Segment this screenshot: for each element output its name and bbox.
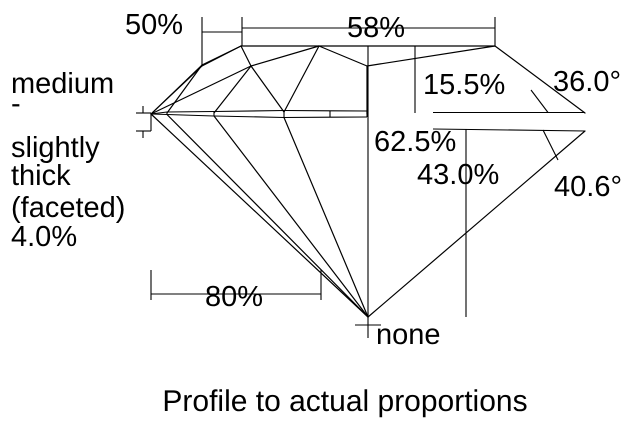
svg-text:thick: thick xyxy=(11,160,71,192)
svg-text:-: - xyxy=(11,88,21,120)
svg-text:(faceted): (faceted) xyxy=(11,192,125,224)
svg-text:36.0°: 36.0° xyxy=(553,66,621,98)
svg-text:40.6°: 40.6° xyxy=(554,171,622,203)
svg-text:43.0%: 43.0% xyxy=(417,159,499,191)
svg-text:4.0%: 4.0% xyxy=(11,221,77,253)
svg-text:62.5%: 62.5% xyxy=(374,126,456,158)
svg-text:58%: 58% xyxy=(347,12,405,44)
svg-text:15.5%: 15.5% xyxy=(423,69,505,101)
svg-text:80%: 80% xyxy=(205,281,263,313)
svg-text:Profile to actual proportions: Profile to actual proportions xyxy=(162,385,527,418)
svg-text:medium: medium xyxy=(11,68,114,100)
svg-text:none: none xyxy=(376,319,441,351)
svg-text:50%: 50% xyxy=(125,9,183,41)
